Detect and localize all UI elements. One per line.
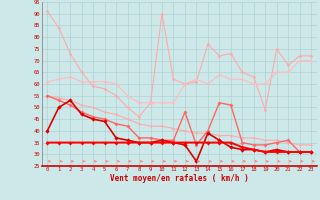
X-axis label: Vent moyen/en rafales ( km/h ): Vent moyen/en rafales ( km/h )	[110, 174, 249, 183]
